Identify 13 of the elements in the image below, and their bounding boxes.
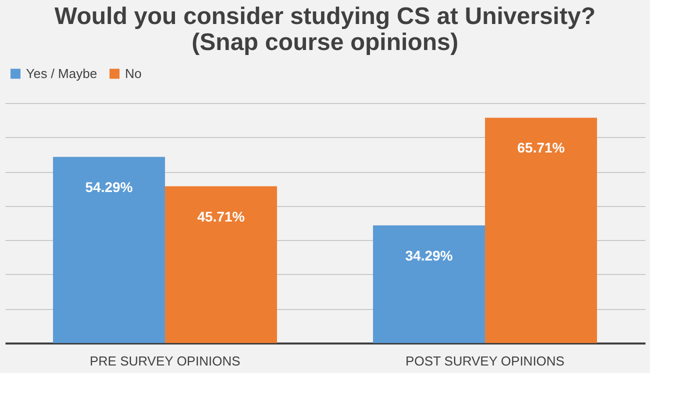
legend-label: Yes / Maybe — [26, 66, 98, 81]
legend-label: No — [125, 66, 142, 81]
data-label: 65.71% — [517, 140, 566, 156]
chart-title: Would you consider studying CS at University? (Snap course opinions) — [54, 3, 596, 56]
x-tick-label: PRE SURVEY OPINIONS — [90, 354, 241, 368]
data-label: 45.71% — [197, 208, 246, 224]
bar — [53, 156, 165, 343]
data-label: 54.29% — [85, 178, 134, 195]
x-tick-label: POST SURVEY OPINIONS — [406, 354, 565, 368]
data-label: 34.29% — [405, 247, 454, 264]
bar — [165, 186, 277, 343]
bar — [373, 225, 485, 343]
bar — [485, 118, 597, 343]
